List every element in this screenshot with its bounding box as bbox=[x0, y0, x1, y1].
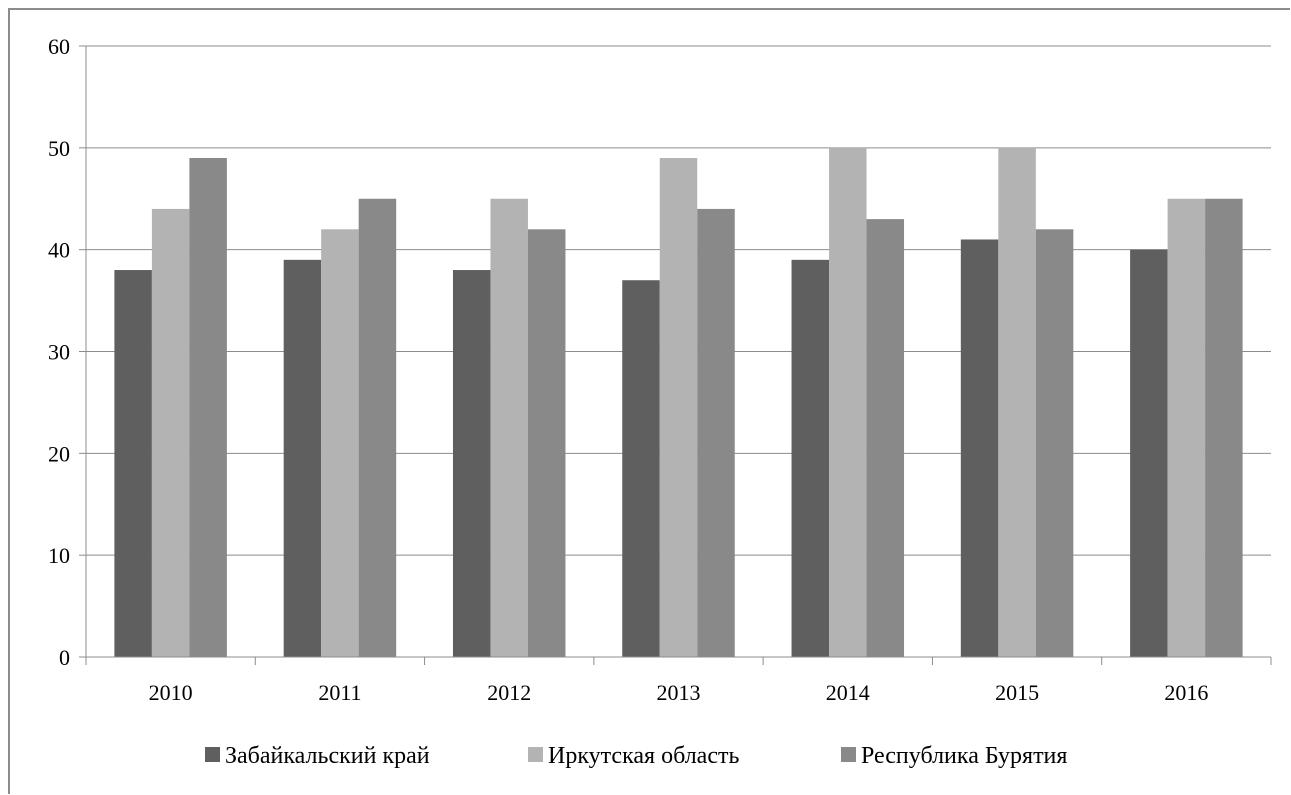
legend-label: Иркутская область bbox=[548, 743, 739, 769]
x-tick-label: 2015 bbox=[995, 680, 1039, 705]
x-tick-label: 2011 bbox=[318, 680, 361, 705]
legend-swatch bbox=[205, 747, 220, 762]
y-tick-label: 10 bbox=[48, 543, 70, 568]
bar bbox=[622, 280, 660, 657]
bar bbox=[998, 147, 1036, 658]
bar bbox=[1167, 198, 1206, 657]
bar bbox=[527, 229, 566, 658]
bar bbox=[283, 259, 322, 657]
y-tick-label: 40 bbox=[48, 238, 70, 263]
y-tick-label: 50 bbox=[48, 136, 70, 161]
bar bbox=[829, 147, 867, 658]
bar bbox=[490, 198, 528, 657]
y-tick-label: 60 bbox=[48, 34, 70, 59]
bar bbox=[1035, 229, 1074, 658]
x-tick-label: 2014 bbox=[826, 680, 870, 705]
bar bbox=[960, 239, 999, 657]
legend: Забайкальский край Иркутская область Респу… bbox=[205, 743, 1067, 769]
x-tick-label: 2013 bbox=[657, 680, 701, 705]
axes bbox=[79, 45, 1272, 665]
bar bbox=[1205, 198, 1243, 657]
x-tick-label: 2010 bbox=[149, 680, 193, 705]
bar bbox=[189, 158, 227, 657]
bar bbox=[866, 219, 905, 657]
bars bbox=[114, 147, 1243, 658]
legend-label: Республика Бурятия bbox=[861, 743, 1067, 769]
y-tick-label: 30 bbox=[48, 340, 70, 365]
bar bbox=[321, 229, 359, 658]
x-tick-label: 2016 bbox=[1164, 680, 1208, 705]
legend-swatch bbox=[841, 747, 856, 762]
bar bbox=[452, 270, 491, 657]
legend-swatch bbox=[528, 747, 543, 762]
y-tick-labels: 0 10 20 30 40 50 60 bbox=[48, 34, 70, 670]
y-tick-label: 20 bbox=[48, 441, 70, 466]
bar bbox=[697, 208, 735, 657]
bar bbox=[358, 198, 397, 657]
legend-label: Забайкальский край bbox=[225, 743, 430, 769]
x-tick-label: 2012 bbox=[487, 680, 531, 705]
bar bbox=[151, 208, 190, 657]
bar bbox=[791, 259, 830, 657]
y-tick-label: 0 bbox=[59, 645, 70, 670]
bar bbox=[114, 270, 152, 657]
x-tick-labels: 2010 2011 2012 2013 2014 2015 2016 bbox=[149, 680, 1209, 705]
bar bbox=[1130, 249, 1168, 657]
bar bbox=[659, 158, 698, 657]
